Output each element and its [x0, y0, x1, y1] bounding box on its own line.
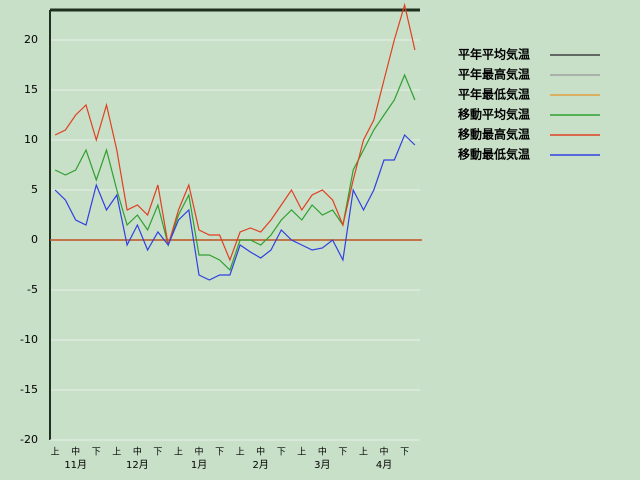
month-label: 11月	[64, 459, 87, 471]
y-tick-label: -15	[20, 383, 38, 396]
month-label: 4月	[376, 459, 392, 471]
x-tick-label: 上	[174, 447, 183, 458]
x-tick-label: 上	[297, 447, 306, 458]
x-tick-label: 下	[92, 448, 101, 458]
legend-label: 移動最高気温	[458, 127, 530, 142]
y-tick-label: -20	[20, 433, 38, 446]
series-line	[54, 2, 416, 262]
x-tick-label: 下	[153, 448, 162, 458]
x-tick-label: 下	[338, 448, 347, 458]
y-tick-label: 10	[24, 133, 38, 146]
x-tick-label: 中	[256, 446, 265, 458]
x-tick-label: 中	[133, 446, 142, 458]
y-tick-label: 15	[24, 83, 38, 96]
x-tick-label: 下	[400, 448, 409, 458]
legend-label: 平年平均気温	[458, 47, 530, 62]
legend-label: 移動最低気温	[458, 147, 530, 162]
month-label: 2月	[253, 459, 269, 471]
x-tick-label: 下	[215, 448, 224, 458]
legend-label: 平年最高気温	[458, 67, 530, 82]
x-tick-label: 中	[318, 446, 327, 458]
y-tick-label: 5	[31, 183, 38, 196]
x-tick-label: 中	[71, 446, 80, 458]
legend-label: 移動平均気温	[458, 107, 530, 122]
x-tick-label: 中	[195, 446, 204, 458]
month-label: 12月	[126, 459, 149, 471]
y-tick-label: 20	[24, 33, 38, 46]
y-tick-label: 0	[31, 233, 38, 246]
x-tick-label: 上	[359, 447, 368, 458]
series-line	[54, 73, 416, 272]
legend-label: 平年最低気温	[458, 87, 530, 102]
month-label: 1月	[191, 459, 207, 471]
x-tick-label: 中	[380, 446, 389, 458]
x-tick-label: 上	[51, 447, 60, 458]
y-tick-label: -5	[27, 283, 38, 296]
month-label: 3月	[314, 459, 330, 471]
series-line	[54, 133, 416, 281]
x-tick-label: 上	[112, 447, 121, 458]
y-tick-label: -10	[20, 333, 38, 346]
x-tick-label: 下	[277, 448, 286, 458]
x-tick-label: 上	[236, 447, 245, 458]
